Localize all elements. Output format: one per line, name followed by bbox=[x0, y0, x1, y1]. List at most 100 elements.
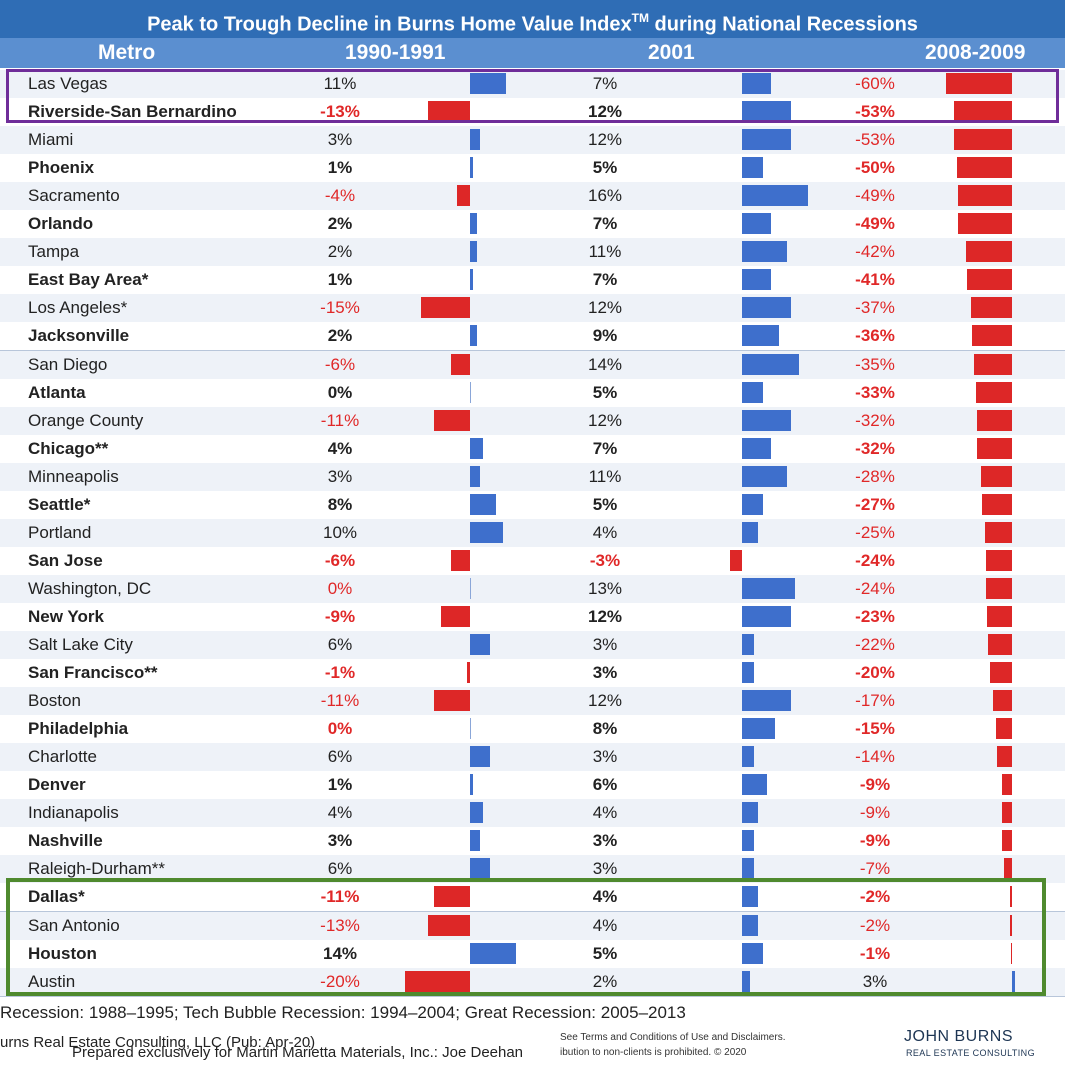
bar-mark bbox=[985, 577, 1012, 599]
value-label: 4% bbox=[592, 915, 618, 935]
bar-mark bbox=[440, 605, 470, 627]
bar-mark bbox=[470, 577, 471, 599]
value-label: 14% bbox=[587, 354, 623, 374]
value-label: 7% bbox=[592, 438, 618, 458]
value-label: 4% bbox=[592, 887, 618, 907]
bar-mark bbox=[1002, 830, 1012, 852]
bar-mark bbox=[742, 101, 792, 123]
value-label: -53% bbox=[855, 130, 895, 150]
table-row: Tampa 2% 11% -42% bbox=[0, 238, 1065, 268]
table-row: Jacksonville 2% 9% -36% bbox=[0, 322, 1065, 352]
value-label: 1% bbox=[327, 775, 353, 795]
bar-mark bbox=[976, 437, 1012, 459]
value-label: -13% bbox=[320, 102, 360, 122]
bar-mark bbox=[742, 942, 763, 964]
header-2008-2009: 2008-2009 bbox=[925, 41, 1026, 64]
bar-mark bbox=[742, 718, 775, 740]
value-label: -3% bbox=[589, 550, 621, 570]
metro-label: San Antonio bbox=[28, 915, 120, 935]
value-label: -25% bbox=[855, 522, 895, 542]
bar-mark bbox=[470, 774, 474, 796]
value-label: -28% bbox=[855, 466, 895, 486]
value-label: 4% bbox=[592, 522, 618, 542]
footnote: Recession: 1988–1995; Tech Bubble Recess… bbox=[0, 1003, 686, 1022]
table-row: San Jose -6% -3% -24% bbox=[0, 546, 1065, 576]
table-row: New York -9% 12% -23% bbox=[0, 602, 1065, 632]
bar-mark bbox=[986, 605, 1012, 627]
terms-note[interactable]: See Terms and Conditions of Use and Disc… bbox=[560, 1032, 786, 1043]
metro-label: Tampa bbox=[28, 242, 80, 262]
value-label: -60% bbox=[855, 74, 895, 93]
logo: JOHN BURNS REAL ESTATE CONSULTING bbox=[904, 1028, 1054, 1062]
value-label: 0% bbox=[327, 382, 353, 402]
bar-mark bbox=[742, 662, 755, 684]
metro-label: Jacksonville bbox=[28, 326, 130, 346]
bar-mark bbox=[742, 634, 755, 655]
bar-mark bbox=[742, 73, 771, 94]
bar-mark bbox=[742, 353, 800, 375]
value-label: 7% bbox=[592, 74, 618, 93]
table-row: Salt Lake City 6% 3% -22% bbox=[0, 631, 1065, 660]
bar-mark bbox=[1002, 774, 1012, 796]
metro-label: Charlotte bbox=[28, 747, 97, 767]
value-label: -36% bbox=[855, 326, 895, 346]
bar-mark bbox=[742, 886, 759, 908]
bar-mark bbox=[975, 381, 1012, 403]
value-label: -4% bbox=[324, 186, 356, 206]
value-label: 6% bbox=[327, 635, 353, 654]
bar-mark bbox=[995, 718, 1012, 740]
bar-mark bbox=[742, 605, 792, 627]
metro-label: Atlanta bbox=[28, 382, 86, 402]
bar-mark bbox=[958, 185, 1012, 207]
table-row: Chicago** 4% 7% -32% bbox=[0, 434, 1065, 464]
value-label: -41% bbox=[855, 270, 895, 290]
metro-label: Houston bbox=[28, 943, 97, 963]
metro-label: Sacramento bbox=[28, 186, 120, 206]
table-row: Austin -20% 2% 3% bbox=[0, 967, 1065, 997]
chart-title: Peak to Trough Decline in Burns Home Val… bbox=[0, 0, 1065, 38]
value-label: -9% bbox=[859, 803, 891, 823]
data-table: Las Vegas 11% 7% -60% Riverside-San Bernardi… bbox=[0, 70, 1065, 997]
bar-mark bbox=[729, 549, 742, 571]
table-row: Denver 1% 6% -9% bbox=[0, 771, 1065, 801]
header-metro: Metro bbox=[98, 41, 156, 64]
table-row: Minneapolis 3% 11% -28% bbox=[0, 462, 1065, 492]
value-label: -1% bbox=[324, 663, 356, 683]
metro-label: Salt Lake City bbox=[28, 635, 133, 654]
metro-label: Portland bbox=[28, 522, 92, 542]
bar-mark bbox=[450, 353, 470, 375]
bar-mark bbox=[742, 213, 771, 235]
bar-mark bbox=[984, 521, 1012, 543]
table-row: Boston -11% 12% -17% bbox=[0, 687, 1065, 717]
bar-mark bbox=[470, 746, 490, 768]
bar-mark bbox=[973, 353, 1012, 375]
bar-mark bbox=[470, 241, 477, 263]
bar-mark bbox=[470, 381, 471, 403]
metro-label: Philadelphia bbox=[28, 719, 129, 739]
bar-mark bbox=[742, 129, 792, 151]
table-row: Indianapolis 4% 4% -9% bbox=[0, 799, 1065, 829]
bar-mark bbox=[985, 549, 1012, 571]
value-label: 11% bbox=[588, 242, 622, 262]
value-label: 0% bbox=[327, 719, 353, 739]
value-label: 5% bbox=[592, 382, 618, 402]
bar-mark bbox=[457, 185, 470, 207]
metro-label: Boston bbox=[28, 691, 81, 711]
bar-mark bbox=[990, 662, 1012, 684]
metro-label: Raleigh-Durham** bbox=[28, 859, 166, 879]
source-note: urns Real Estate Consulting, LLC (Pub: A… bbox=[0, 1034, 316, 1051]
metro-label: San Jose bbox=[28, 550, 103, 570]
value-label: 3% bbox=[592, 859, 618, 879]
table-row: Phoenix 1% 5% -50% bbox=[0, 154, 1065, 184]
value-label: 6% bbox=[592, 775, 618, 795]
title-suffix: during National Recessions bbox=[648, 13, 918, 36]
value-label: -24% bbox=[855, 550, 895, 570]
trademark-mark: TM bbox=[631, 11, 649, 25]
metro-label: Riverside-San Bernardino bbox=[28, 102, 237, 122]
table-row: Houston 14% 5% -1% bbox=[0, 939, 1065, 969]
distribution-note: ibution to non-clients is prohibited. © … bbox=[560, 1047, 747, 1058]
metro-label: Denver bbox=[28, 775, 86, 795]
bar-mark bbox=[742, 830, 755, 852]
value-label: -2% bbox=[859, 915, 891, 935]
table-row: Sacramento -4% 16% -49% bbox=[0, 182, 1065, 212]
